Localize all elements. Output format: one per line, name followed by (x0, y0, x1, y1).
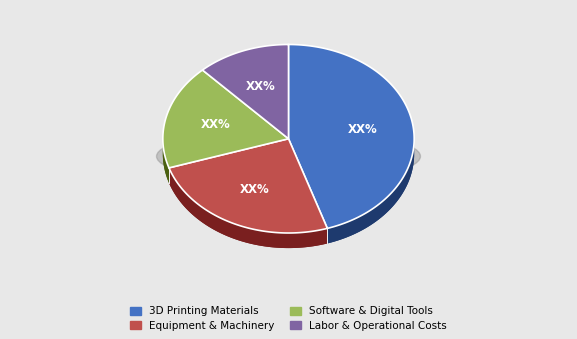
Polygon shape (163, 139, 169, 183)
Polygon shape (169, 154, 327, 248)
Polygon shape (288, 60, 414, 243)
Polygon shape (288, 44, 414, 228)
Text: XX%: XX% (239, 183, 269, 196)
Polygon shape (163, 85, 288, 183)
Polygon shape (169, 139, 327, 233)
Polygon shape (203, 44, 288, 139)
Text: XX%: XX% (201, 118, 230, 131)
Polygon shape (163, 70, 288, 168)
Text: XX%: XX% (348, 123, 378, 136)
Legend: 3D Printing Materials, Equipment & Machinery, Software & Digital Tools, Labor & : 3D Printing Materials, Equipment & Machi… (128, 303, 449, 334)
Polygon shape (203, 60, 288, 154)
Polygon shape (327, 141, 414, 243)
Polygon shape (169, 168, 327, 248)
Text: XX%: XX% (246, 80, 276, 93)
Ellipse shape (156, 130, 421, 183)
